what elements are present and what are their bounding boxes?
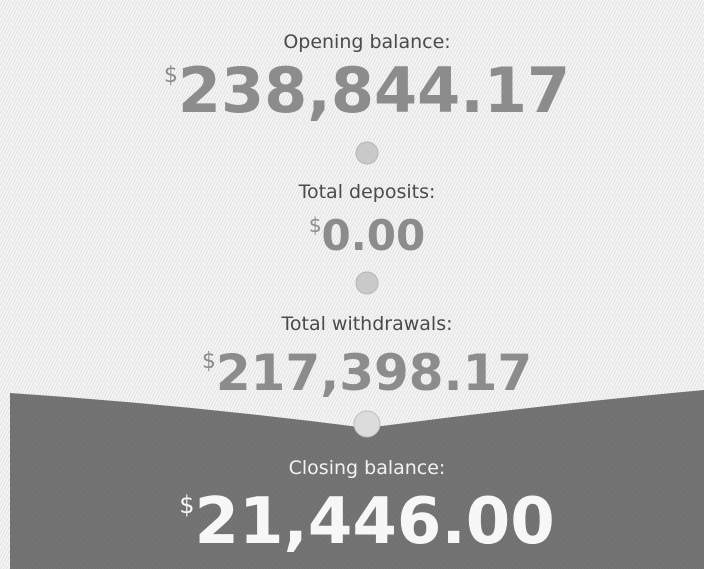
- amount: 21,446.00: [194, 485, 554, 559]
- connector-dot: [353, 410, 381, 438]
- closing-balance: Closing balance: $21,446.00: [179, 457, 555, 559]
- amount: 217,398.17: [216, 344, 532, 402]
- item-label: Opening balance:: [283, 31, 450, 53]
- currency: $: [202, 349, 216, 374]
- currency: $: [164, 63, 178, 88]
- total-withdrawals: Total withdrawals: $217,398.17: [202, 313, 532, 402]
- item-label: Total withdrawals:: [281, 313, 453, 335]
- item-amount: $217,398.17: [202, 344, 532, 402]
- amount: 238,844.17: [178, 54, 570, 127]
- opening-balance: Opening balance: $238,844.17: [164, 31, 570, 127]
- item-amount: $238,844.17: [164, 54, 570, 127]
- closing-panel: [10, 390, 704, 569]
- currency: $: [179, 491, 194, 519]
- total-deposits: Total deposits: $0.00: [298, 181, 436, 260]
- item-label: Total deposits:: [298, 181, 436, 203]
- currency: $: [309, 213, 322, 237]
- connector-dot: [355, 141, 379, 165]
- item-label: Closing balance:: [289, 457, 446, 479]
- item-amount: $0.00: [309, 211, 425, 260]
- connector-dot: [355, 271, 379, 295]
- item-amount: $21,446.00: [179, 485, 555, 559]
- amount: 0.00: [322, 211, 426, 260]
